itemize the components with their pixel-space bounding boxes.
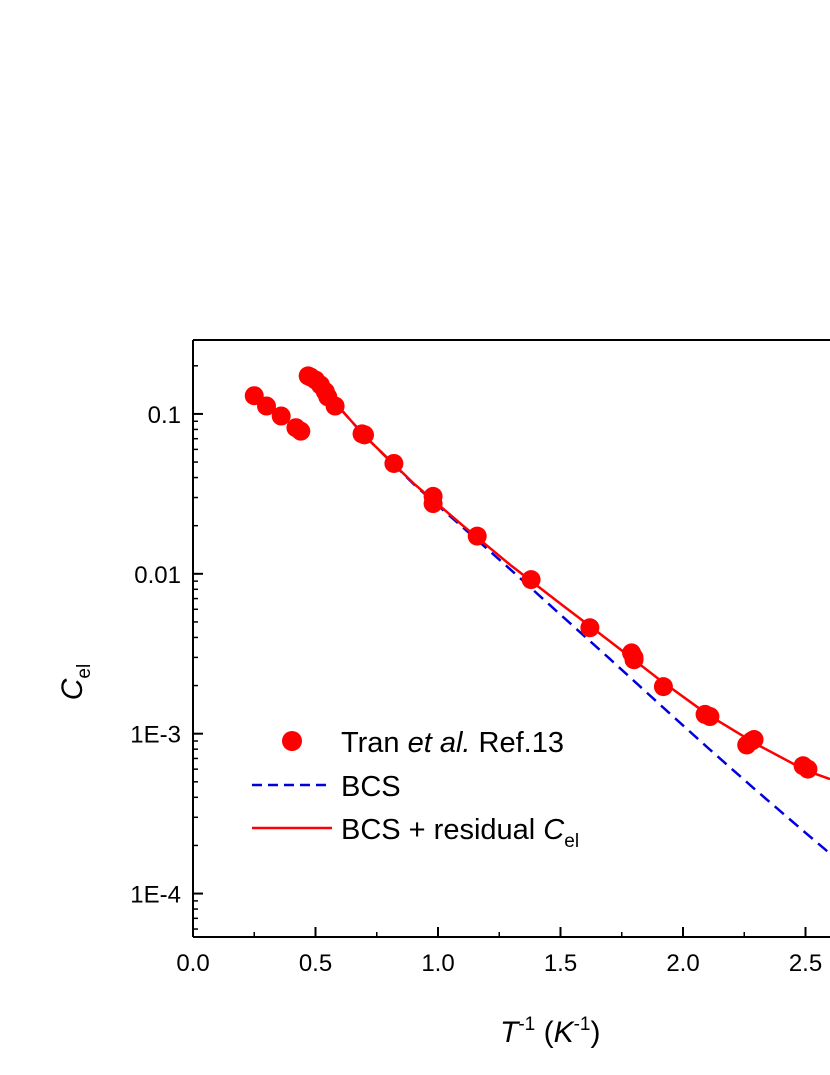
data-point (384, 453, 404, 473)
x-tick-label: 1.5 (544, 950, 577, 977)
x-tick-label: 2.5 (789, 950, 822, 977)
bcs-line (326, 393, 830, 855)
x-tick-label: 0.5 (299, 950, 332, 977)
data-point (325, 396, 345, 416)
y-tick-label: 1E-3 (130, 722, 181, 749)
bcs-residual-line (326, 393, 830, 781)
y-axis-title: Cel (56, 664, 95, 700)
data-point (521, 570, 541, 590)
x-tick-label: 1.0 (421, 950, 454, 977)
legend-label-bcs-residual: BCS + residual Cel (341, 814, 579, 852)
data-point (624, 650, 644, 670)
legend-marker-tran (282, 731, 302, 751)
plot-area (244, 366, 830, 855)
legend: Tran et al. Ref.13 BCS BCS + residual Ce… (252, 727, 579, 852)
data-point (744, 729, 764, 749)
y-tick-label: 0.1 (148, 402, 181, 429)
data-point (423, 494, 443, 514)
legend-label-bcs: BCS (341, 771, 401, 803)
y-tick-label: 0.01 (134, 562, 181, 589)
data-point (798, 759, 818, 779)
legend-label-tran: Tran et al. Ref.13 (341, 727, 564, 759)
x-tick-label: 2.0 (666, 950, 699, 977)
data-point (355, 425, 374, 445)
x-axis-title: T-1 (K-1) (500, 1014, 600, 1049)
axes (192, 339, 830, 938)
data-point (257, 396, 276, 416)
data-point (291, 421, 311, 441)
data-point (271, 406, 291, 426)
data-point (653, 677, 673, 697)
data-point (467, 526, 487, 546)
tick-labels: 0.0 0.5 1.0 1.5 2.0 2.5 0.1 0.01 1E-3 1E-4 (130, 402, 822, 977)
data-point (580, 618, 600, 638)
data-point (700, 707, 720, 727)
y-tick-label: 1E-4 (130, 882, 181, 909)
x-tick-label: 0.0 (176, 950, 209, 977)
